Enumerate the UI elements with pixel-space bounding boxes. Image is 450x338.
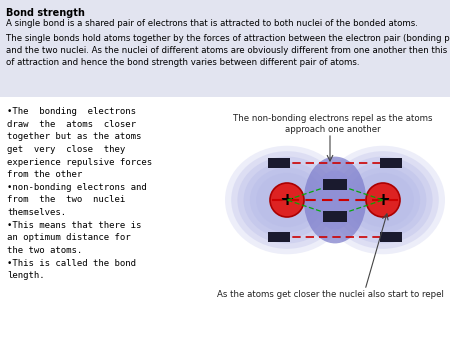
Ellipse shape (327, 151, 439, 249)
Ellipse shape (346, 167, 420, 233)
Ellipse shape (231, 151, 343, 249)
Ellipse shape (315, 171, 356, 230)
Ellipse shape (250, 167, 324, 233)
FancyBboxPatch shape (268, 158, 290, 168)
Ellipse shape (243, 162, 330, 238)
Text: A single bond is a shared pair of electrons that is attracted to both nuclei of : A single bond is a shared pair of electr… (6, 19, 418, 28)
Ellipse shape (256, 173, 318, 227)
Ellipse shape (238, 156, 337, 243)
Text: +: + (375, 191, 391, 209)
Ellipse shape (333, 156, 432, 243)
Text: The single bonds hold atoms together by the forces of attraction between the ele: The single bonds hold atoms together by … (6, 34, 450, 67)
Text: The non-bonding electrons repel as the atoms
approach one another: The non-bonding electrons repel as the a… (233, 114, 433, 134)
Ellipse shape (340, 162, 427, 238)
FancyBboxPatch shape (323, 178, 347, 190)
Text: +: + (279, 191, 294, 209)
Text: As the atoms get closer the nuclei also start to repel: As the atoms get closer the nuclei also … (216, 290, 443, 299)
FancyBboxPatch shape (380, 232, 402, 242)
Ellipse shape (352, 173, 414, 227)
Ellipse shape (304, 156, 366, 243)
Text: Bond strength: Bond strength (6, 8, 85, 18)
FancyBboxPatch shape (323, 211, 347, 221)
FancyBboxPatch shape (268, 232, 290, 242)
FancyBboxPatch shape (0, 0, 450, 97)
Text: •The  bonding  electrons
draw  the  atoms  closer
together but as the atoms
get : •The bonding electrons draw the atoms cl… (7, 107, 152, 280)
Circle shape (270, 183, 304, 217)
Circle shape (366, 183, 400, 217)
Ellipse shape (321, 146, 445, 254)
Ellipse shape (225, 146, 349, 254)
FancyBboxPatch shape (380, 158, 402, 168)
